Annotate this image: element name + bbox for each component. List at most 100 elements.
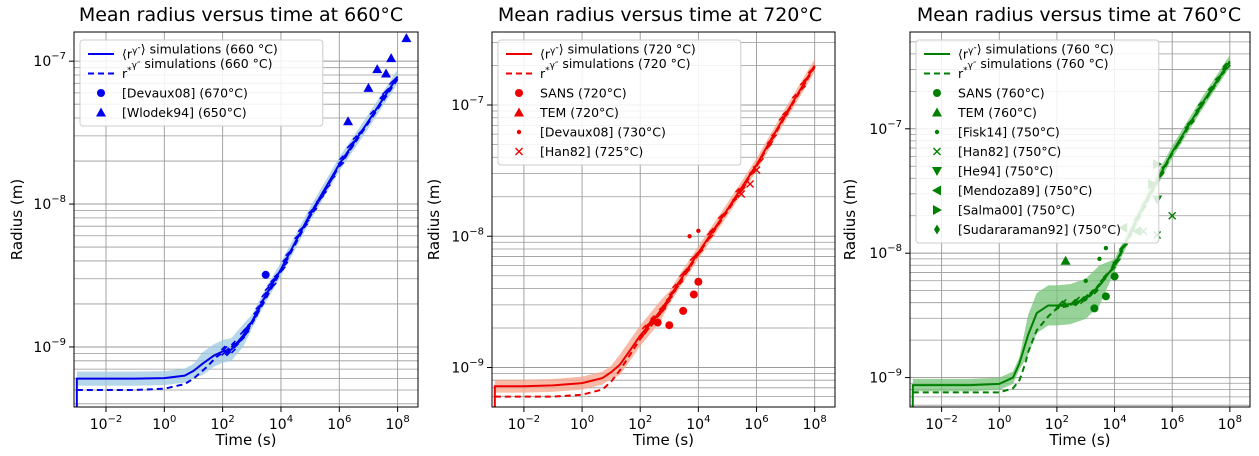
legend-label: [Han82] (725°C)	[540, 144, 643, 159]
series-4-point	[381, 68, 392, 78]
simulation-run-mark	[379, 94, 385, 100]
simulation-run-mark	[649, 315, 656, 321]
series-5-point	[1103, 245, 1109, 251]
legend-box	[497, 39, 742, 166]
legend-marker	[934, 224, 940, 235]
x-tick-label: 104	[686, 414, 710, 433]
simulation-run-mark	[679, 272, 685, 278]
series-3-point	[653, 318, 662, 327]
y-tick-label: 10−9	[33, 337, 66, 356]
legend-marker	[96, 107, 106, 117]
legend-label: [Wlodek94] (650°C)	[122, 105, 247, 120]
legend-label: TEM (720°C)	[539, 105, 619, 120]
x-tick-label: 106	[327, 414, 351, 433]
y-tick-label: 10−9	[869, 368, 902, 387]
legend-marker	[933, 205, 942, 215]
simulation-run-mark	[220, 345, 226, 351]
axes-frame	[73, 31, 419, 408]
axes-frame	[909, 31, 1251, 408]
y-axis-label: Radius (m)	[841, 179, 859, 260]
legend-label: [Sudararaman92] (750°C)	[958, 222, 1121, 237]
simulation-run-mark	[708, 227, 715, 233]
simulation-run-mark	[384, 87, 390, 93]
series-4-point	[343, 116, 354, 126]
x-tick-label: 100	[570, 414, 594, 433]
simulation-run-mark	[346, 143, 352, 149]
series-3-point	[679, 306, 688, 315]
legend-label: [Devaux08] (730°C)	[540, 125, 666, 140]
chart-panel-1: 10−2 100 102 104 106 108 10−9 10−8 10−7 Mean radi…	[8, 4, 419, 449]
series-6-point	[752, 165, 761, 174]
legend-label: ⟨rγ″⟩ simulations (720 °C)	[540, 42, 696, 62]
legend-marker	[515, 89, 523, 97]
simulation-run-mark	[270, 277, 276, 283]
legend-marker	[515, 147, 523, 156]
chart-title: Mean radius versus time at 760°C	[917, 4, 1241, 26]
x-tick-label: 106	[744, 414, 768, 433]
legend-marker	[932, 107, 942, 117]
x-tick-label: 10−2	[925, 414, 958, 433]
simulation-run-mark	[1083, 293, 1089, 299]
simulation-run-mark	[1197, 101, 1203, 107]
legend: ⟨rγ″⟩ simulations (660 °C)r*γ″ simulatio…	[79, 39, 324, 127]
y-tick-label: 10−7	[869, 119, 902, 138]
simulation-run-mark	[369, 109, 375, 115]
chart-panel-3: 10−2 100 102 104 106 108 10−9 10−8 10−7 Mean radi…	[841, 4, 1251, 449]
x-axis-label: Time (s)	[1049, 431, 1111, 449]
simulation-run-mark	[778, 115, 784, 121]
x-tick-label: 102	[211, 414, 235, 433]
series-1-line	[75, 76, 399, 407]
y-tick-label: 10−9	[451, 357, 484, 376]
legend-label: [Devaux08] (670°C)	[122, 86, 248, 101]
simulation-run-mark	[672, 283, 678, 289]
legend-label: ⟨rγ″⟩ simulations (660 °C)	[122, 42, 278, 62]
simulation-run-mark	[230, 348, 237, 354]
x-tick-label: 100	[987, 414, 1011, 433]
legend-label: SANS (760°C)	[958, 86, 1045, 101]
x-tick-label: 108	[803, 414, 827, 433]
series-4-point	[1060, 255, 1071, 265]
series-4-point	[363, 82, 374, 92]
series-5-point	[1083, 278, 1088, 283]
simulation-run-mark	[230, 340, 236, 346]
simulation-run-mark	[641, 324, 647, 330]
simulation-run-mark	[1061, 298, 1067, 304]
series-1-line	[493, 64, 816, 407]
simulation-run-mark	[799, 80, 805, 86]
legend-label: [Fisk14] (750°C)	[958, 125, 1060, 140]
legend: ⟨rγ″⟩ simulations (760 °C)r*γ″ simulatio…	[915, 39, 1160, 244]
x-axis-label: Time (s)	[632, 431, 694, 449]
legend-marker	[516, 129, 522, 135]
x-tick-label: 104	[1102, 414, 1126, 433]
simulation-run-mark	[321, 190, 328, 196]
simulation-run-mark	[1058, 300, 1064, 306]
series-2-line	[494, 66, 816, 398]
y-tick-label: 10−8	[33, 194, 66, 213]
simulation-run-mark	[717, 214, 723, 220]
simulation-run-mark	[791, 93, 797, 99]
simulation-run-mark	[283, 261, 289, 267]
series-5-point	[696, 228, 701, 234]
series-6-point	[737, 189, 746, 198]
y-axis-label: Radius (m)	[8, 179, 26, 260]
chart-title: Mean radius versus time at 720°C	[498, 4, 822, 26]
series-2-line	[76, 78, 399, 391]
legend-label: [Mendoza89] (750°C)	[958, 183, 1092, 198]
series-6-point	[1168, 211, 1177, 220]
simulation-run-mark	[734, 187, 741, 193]
y-tick-label: 10−8	[451, 226, 484, 245]
y-axis-label: Radius (m)	[425, 179, 443, 260]
legend-label: ⟨rγ″⟩ simulations (760 °C)	[958, 42, 1114, 62]
legend-marker	[933, 147, 941, 156]
series-3-point	[1110, 272, 1119, 281]
series-4-point	[372, 64, 383, 74]
x-tick-label: 106	[1160, 414, 1184, 433]
simulation-run-mark	[1089, 289, 1095, 295]
simulation-run-mark	[338, 155, 345, 161]
x-tick-label: 10−2	[508, 414, 541, 433]
simulation-run-mark	[698, 249, 704, 255]
legend-marker	[932, 185, 941, 196]
legend-label: r*γ″ simulations (760 °C)	[958, 56, 1109, 81]
simulation-run-mark	[264, 286, 270, 292]
chart-panel-2: 10−2 100 102 104 106 108 10−9 10−8 10−7 Mean radi…	[425, 4, 836, 449]
